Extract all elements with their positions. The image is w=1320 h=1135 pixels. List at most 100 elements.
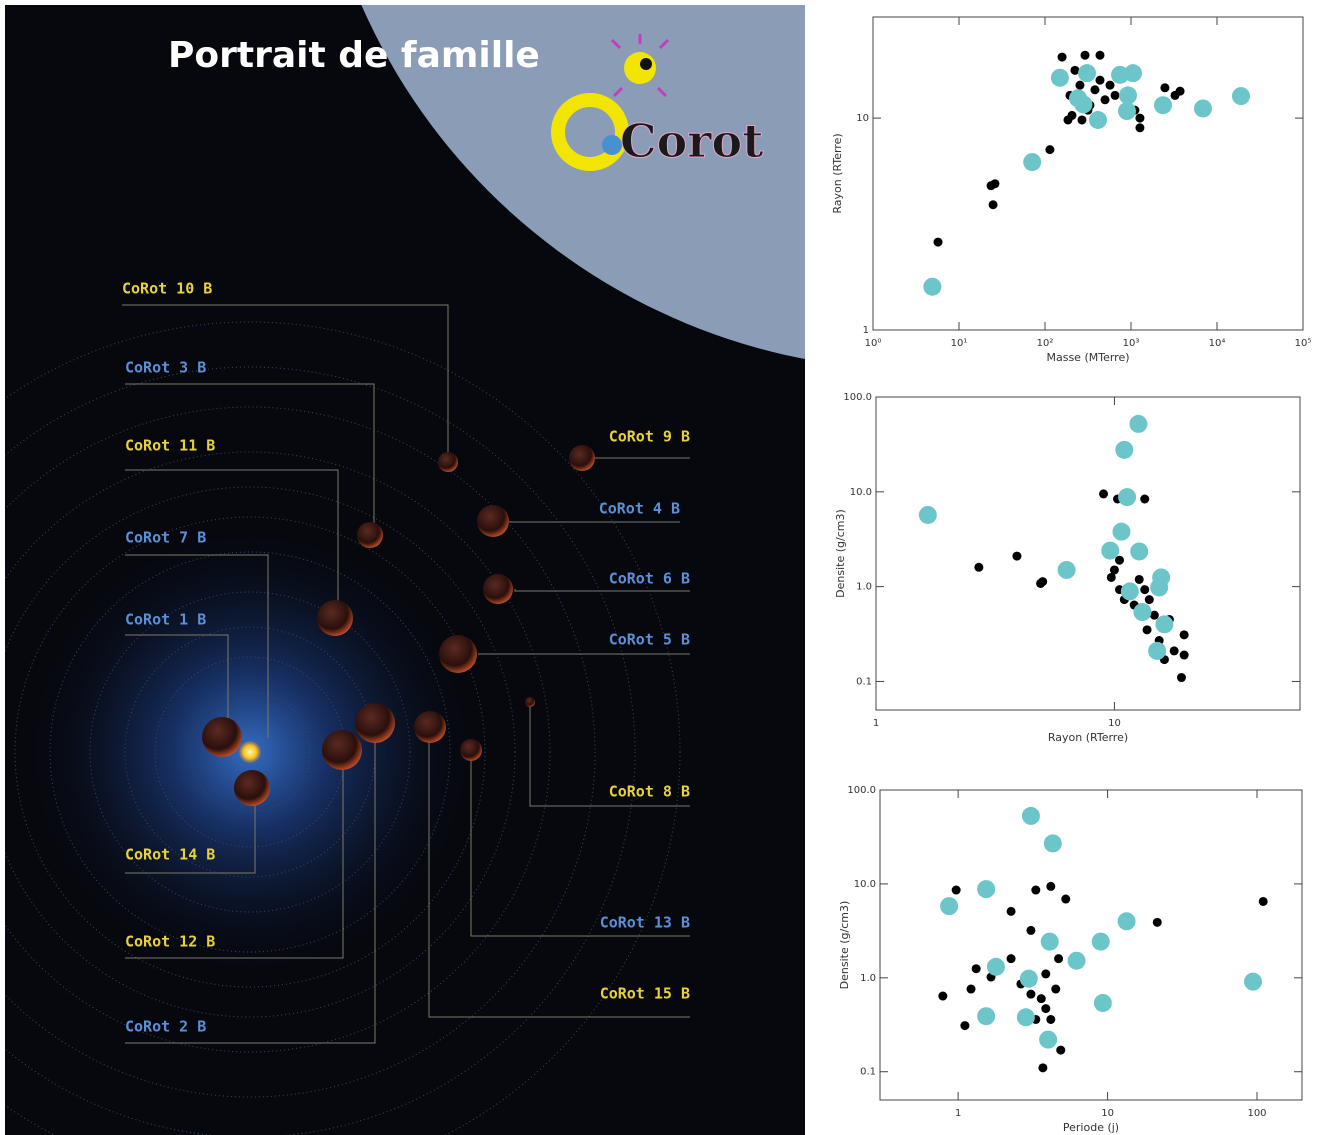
data-point: [1041, 933, 1059, 951]
data-point: [952, 886, 961, 895]
data-point: [1012, 552, 1021, 561]
data-point: [1118, 488, 1136, 506]
x-tick-label: 10⁰: [865, 338, 882, 349]
planet-label: CoRot 1 B: [125, 611, 206, 629]
data-point: [1058, 53, 1067, 62]
data-point: [1077, 115, 1086, 124]
x-tick-label: 10¹: [951, 338, 968, 349]
data-point: [1101, 95, 1110, 104]
star: [239, 741, 261, 763]
y-tick-label: 100.0: [847, 785, 876, 796]
data-point: [1058, 561, 1076, 579]
data-point: [1118, 102, 1136, 120]
planet-label: CoRot 3 B: [125, 359, 206, 377]
data-point: [1007, 907, 1016, 916]
data-point: [1124, 64, 1142, 82]
data-point: [977, 880, 995, 898]
data-point: [1143, 625, 1152, 634]
y-tick-label: 10.0: [854, 879, 876, 890]
y-tick-label: 100.0: [843, 392, 872, 403]
data-point: [1056, 1046, 1065, 1055]
data-point: [1135, 123, 1144, 132]
data-point: [1026, 990, 1035, 999]
data-point: [1107, 573, 1116, 582]
data-point: [1099, 489, 1108, 498]
data-point: [1153, 918, 1162, 927]
data-point: [1075, 81, 1084, 90]
data-point: [1041, 1004, 1050, 1013]
planet: [569, 445, 595, 471]
x-tick-label: 1: [873, 718, 879, 729]
data-point: [923, 278, 941, 296]
data-point: [1074, 95, 1092, 113]
data-point: [1148, 642, 1166, 660]
data-point: [1150, 578, 1168, 596]
data-point: [1041, 969, 1050, 978]
y-tick-label: 1.0: [860, 973, 876, 984]
x-axis-label: Rayon (RTerre): [1048, 731, 1128, 744]
planet: [357, 522, 383, 548]
data-point: [977, 1007, 995, 1025]
x-tick-label: 10³: [1123, 338, 1140, 349]
data-point: [1038, 1063, 1047, 1072]
planet-label: CoRot 13 B: [600, 914, 690, 932]
data-point: [960, 1021, 969, 1030]
data-point: [1140, 585, 1149, 594]
data-point: [1039, 1031, 1057, 1049]
data-point: [1111, 91, 1120, 100]
data-point: [1177, 673, 1186, 682]
planet-label: CoRot 10 B: [122, 280, 212, 298]
x-tick-label: 1: [955, 1108, 961, 1119]
y-tick-label: 1.0: [856, 582, 872, 593]
data-point: [1092, 933, 1110, 951]
planet: [317, 600, 353, 636]
logo-text: Corot: [620, 114, 764, 168]
data-point: [1194, 99, 1212, 117]
data-point: [1045, 145, 1054, 154]
data-point: [1232, 87, 1250, 105]
planet: [322, 730, 362, 770]
planet: [414, 711, 446, 743]
data-point: [1180, 651, 1189, 660]
planet: [439, 635, 477, 673]
data-point: [972, 964, 981, 973]
y-tick-label: 1: [863, 325, 869, 336]
data-point: [1023, 153, 1041, 171]
y-tick-label: 0.1: [856, 676, 872, 687]
data-point: [1176, 87, 1185, 96]
data-point: [1133, 603, 1151, 621]
data-point: [1061, 895, 1070, 904]
data-point: [1044, 834, 1062, 852]
data-point: [1115, 441, 1133, 459]
data-point: [1170, 646, 1179, 655]
data-point: [1130, 542, 1148, 560]
data-point: [1046, 1015, 1055, 1024]
data-point: [1160, 83, 1169, 92]
x-tick-label: 10: [1101, 1108, 1114, 1119]
planet: [355, 703, 395, 743]
y-axis-label: Densite (g/cm3): [834, 509, 847, 598]
data-point: [989, 200, 998, 209]
data-point: [1026, 926, 1035, 935]
logo-sun: [624, 52, 656, 84]
x-tick-label: 10⁵: [1295, 338, 1312, 349]
data-point: [1112, 523, 1130, 541]
planet-label: CoRot 11 B: [125, 437, 215, 455]
x-axis-label: Periode (j): [1063, 1121, 1119, 1134]
planet-label: CoRot 7 B: [125, 529, 206, 547]
data-point: [1155, 615, 1173, 633]
x-tick-label: 10⁴: [1209, 338, 1226, 349]
data-point: [1017, 1008, 1035, 1026]
data-point: [1180, 630, 1189, 639]
data-point: [934, 238, 943, 247]
data-point: [1094, 994, 1112, 1012]
data-point: [1101, 542, 1119, 560]
data-point: [1022, 807, 1040, 825]
y-tick-label: 0.1: [860, 1067, 876, 1078]
data-point: [1068, 952, 1086, 970]
data-point: [1135, 575, 1144, 584]
data-point: [1135, 114, 1144, 123]
data-point: [1054, 954, 1063, 963]
logo-dot: [640, 58, 652, 70]
planet-label: CoRot 4 B: [599, 500, 680, 518]
